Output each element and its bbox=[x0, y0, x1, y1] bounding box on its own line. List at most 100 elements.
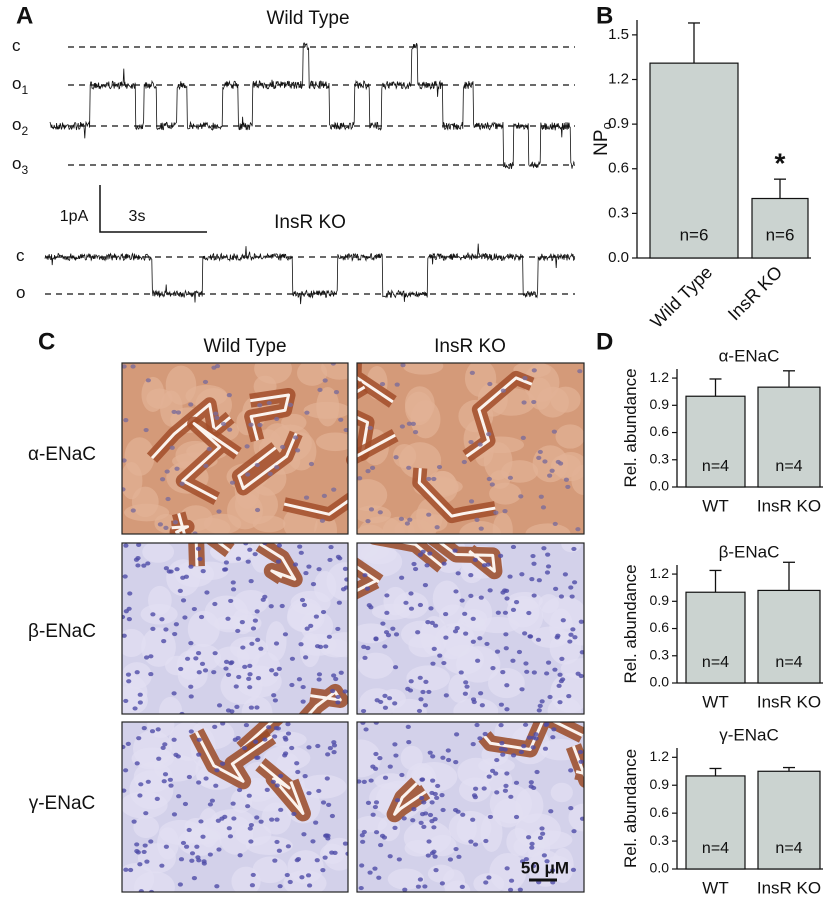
nucleus bbox=[345, 851, 348, 856]
nucleus bbox=[569, 594, 575, 599]
nucleus bbox=[247, 826, 253, 831]
nucleus bbox=[186, 827, 192, 833]
nucleus bbox=[239, 620, 245, 625]
y-tick-label: 0.6 bbox=[608, 160, 629, 177]
cell bbox=[316, 432, 348, 452]
nucleus bbox=[424, 563, 430, 568]
chart-title: γ-ENaC bbox=[719, 725, 779, 744]
cell bbox=[489, 482, 522, 505]
nucleus bbox=[453, 760, 459, 765]
nucleus bbox=[470, 742, 476, 747]
nucleus bbox=[454, 732, 460, 737]
nucleus bbox=[494, 649, 501, 654]
cell bbox=[230, 789, 253, 813]
nucleus bbox=[143, 655, 150, 660]
nucleus bbox=[551, 727, 557, 732]
nucleus bbox=[178, 666, 184, 672]
nucleus bbox=[258, 646, 264, 651]
nucleus bbox=[303, 570, 309, 576]
nucleus bbox=[459, 598, 465, 603]
nucleus bbox=[150, 626, 156, 631]
nucleus bbox=[394, 798, 401, 803]
nucleus bbox=[283, 737, 289, 742]
nucleus bbox=[526, 835, 532, 840]
cell bbox=[374, 773, 407, 790]
nucleus bbox=[134, 842, 140, 847]
nucleus bbox=[188, 684, 194, 689]
nucleus bbox=[513, 600, 520, 605]
cell bbox=[235, 665, 282, 698]
nucleus bbox=[557, 700, 563, 705]
nucleus bbox=[431, 646, 437, 651]
nucleus bbox=[379, 381, 386, 387]
nucleus bbox=[196, 752, 202, 757]
y-tick-label: 0.0 bbox=[650, 674, 670, 690]
nucleus bbox=[177, 882, 183, 887]
nucleus bbox=[377, 755, 383, 761]
nucleus bbox=[226, 393, 232, 398]
nucleus bbox=[331, 487, 337, 492]
nucleus bbox=[369, 465, 376, 470]
nucleus bbox=[441, 660, 447, 666]
nucleus bbox=[404, 521, 410, 526]
chart-title: α-ENaC bbox=[719, 346, 780, 365]
level-letter: o bbox=[16, 283, 25, 302]
nucleus bbox=[554, 635, 560, 640]
cell bbox=[320, 639, 348, 658]
nucleus bbox=[428, 606, 434, 611]
nucleus bbox=[180, 598, 187, 603]
nucleus bbox=[368, 778, 374, 783]
y-tick-label: 0.6 bbox=[650, 619, 670, 635]
trace-title: Wild Type bbox=[266, 8, 349, 29]
nucleus bbox=[215, 818, 221, 823]
nucleus bbox=[359, 833, 365, 838]
nucleus bbox=[516, 649, 523, 655]
nucleus bbox=[255, 676, 262, 681]
nucleus bbox=[498, 702, 504, 707]
nucleus bbox=[373, 722, 379, 725]
nucleus bbox=[530, 863, 537, 869]
nucleus bbox=[299, 875, 305, 880]
nucleus bbox=[402, 887, 408, 892]
lumen bbox=[357, 565, 380, 593]
nucleus bbox=[189, 858, 195, 863]
cell bbox=[448, 810, 492, 845]
nucleus bbox=[213, 411, 219, 416]
nucleus bbox=[225, 672, 232, 677]
nucleus bbox=[202, 668, 209, 673]
nucleus bbox=[426, 839, 432, 844]
cell bbox=[476, 616, 520, 634]
nucleus bbox=[163, 566, 169, 571]
nucleus bbox=[145, 561, 151, 566]
nucleus bbox=[429, 819, 435, 824]
nucleus bbox=[510, 753, 517, 758]
nucleus bbox=[382, 775, 389, 780]
y-tick-label: 0.3 bbox=[650, 832, 670, 848]
nucleus bbox=[502, 610, 509, 615]
nucleus bbox=[430, 754, 436, 759]
nucleus bbox=[320, 800, 327, 805]
nucleus bbox=[549, 468, 555, 473]
nucleus bbox=[568, 585, 574, 590]
nucleus bbox=[462, 691, 468, 696]
nucleus bbox=[394, 382, 400, 387]
level-letter: o bbox=[12, 154, 21, 173]
nucleus bbox=[328, 544, 334, 550]
nucleus bbox=[510, 544, 517, 550]
row-label: β-ENaC bbox=[28, 621, 96, 642]
nucleus bbox=[126, 617, 132, 622]
nucleus bbox=[407, 688, 414, 693]
nucleus bbox=[313, 614, 319, 619]
nucleus bbox=[426, 476, 432, 482]
cell bbox=[420, 615, 448, 656]
nucleus bbox=[203, 776, 209, 781]
nucleus bbox=[142, 843, 148, 848]
nucleus bbox=[214, 415, 220, 421]
nucleus bbox=[422, 703, 429, 708]
nucleus bbox=[223, 666, 229, 671]
nucleus bbox=[550, 735, 556, 740]
nucleus bbox=[537, 449, 543, 455]
nucleus bbox=[236, 674, 242, 680]
nucleus bbox=[490, 666, 496, 671]
nucleus bbox=[544, 570, 551, 575]
